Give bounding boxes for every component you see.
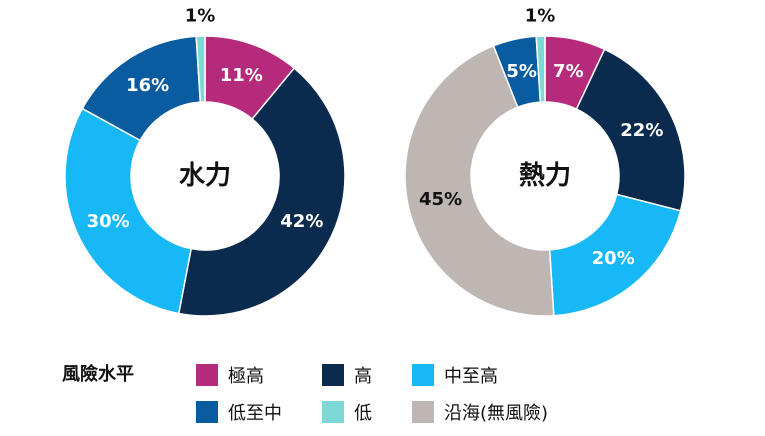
- thermal-slice-1: [575, 48, 686, 212]
- thermal-value-label-4: 5%: [506, 61, 537, 82]
- thermal-slice-5: [535, 35, 546, 103]
- thermal-value-label-3: 45%: [419, 189, 462, 210]
- thermal-donut: 7% 22% 20% 45% 5% 1% 熱力: [404, 6, 686, 317]
- hydro-slice-4: [195, 35, 206, 103]
- hydro-slice-1: [177, 67, 346, 317]
- thermal-value-label-0: 7%: [553, 61, 584, 82]
- hydro-value-label-4: 1%: [185, 6, 216, 27]
- thermal-slice-2: [548, 193, 682, 317]
- thermal-value-label-5: 1%: [525, 6, 556, 27]
- hydro-donut: 11% 42% 30% 16% 1% 水力: [64, 6, 346, 317]
- thermal-slice-3: [404, 44, 555, 317]
- thermal-center-title: 熱力: [519, 161, 571, 191]
- hydro-value-label-2: 30%: [87, 211, 130, 232]
- thermal-value-label-1: 22%: [620, 120, 663, 141]
- hydro-value-label-0: 11%: [220, 65, 263, 86]
- hydro-value-label-3: 16%: [126, 75, 169, 96]
- hydro-center-title: 水力: [179, 161, 231, 191]
- thermal-value-label-2: 20%: [592, 248, 635, 269]
- hydro-slice-2: [64, 107, 193, 315]
- hydro-value-label-1: 42%: [280, 211, 323, 232]
